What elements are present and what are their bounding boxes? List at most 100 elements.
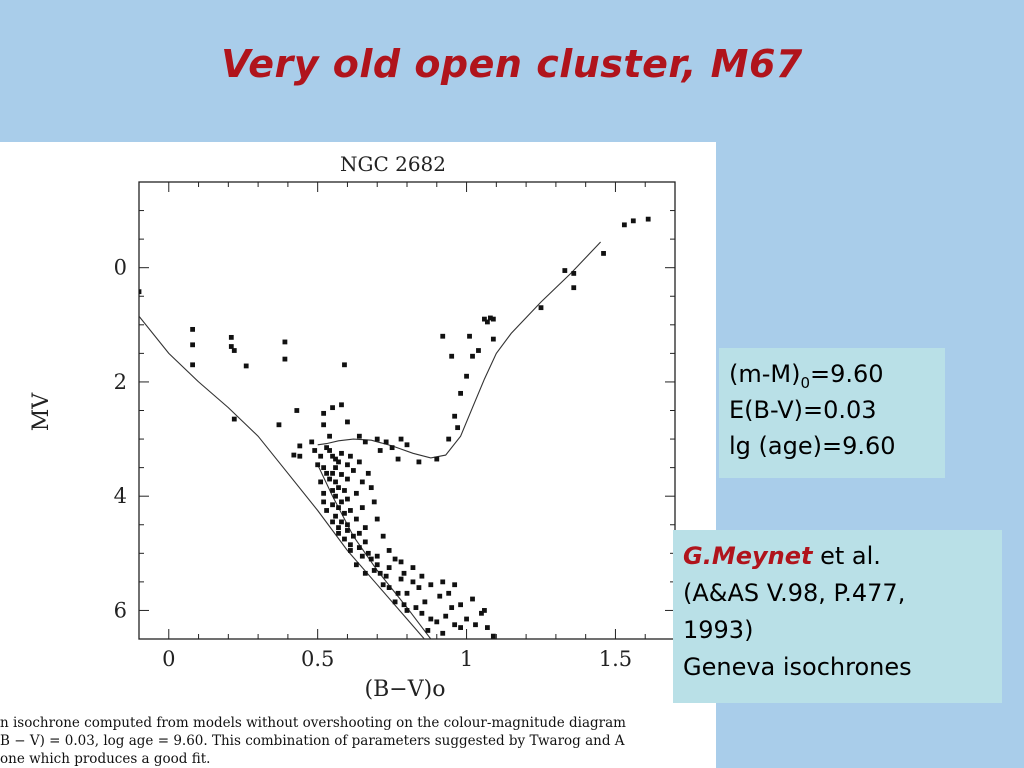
star-point — [321, 422, 327, 428]
star-point — [392, 599, 398, 605]
star-point — [345, 528, 350, 533]
star-point — [428, 616, 434, 622]
star-point — [228, 334, 234, 340]
star-point — [327, 433, 332, 439]
isochrone-group — [139, 241, 601, 639]
star-point — [362, 439, 368, 445]
star-point — [330, 519, 335, 525]
star-point — [538, 305, 544, 311]
star-point — [324, 508, 329, 513]
star-point — [449, 605, 455, 610]
x-axis-label-text: (B−V)o — [365, 677, 446, 702]
star-point — [470, 596, 475, 602]
star-point — [190, 342, 195, 348]
star-point — [312, 448, 318, 453]
star-point — [621, 222, 627, 228]
star-point — [383, 439, 389, 445]
star-point — [342, 510, 347, 516]
star-point — [336, 525, 341, 531]
star-point — [353, 516, 359, 522]
star-point — [339, 450, 344, 456]
star-point — [291, 452, 297, 458]
star-point — [339, 402, 344, 408]
star-point — [467, 333, 472, 339]
y-tick-label: 2 — [114, 370, 127, 394]
star-point — [330, 405, 335, 411]
star-point — [318, 479, 324, 485]
star-point — [377, 570, 383, 576]
y-axis-label-text: MV — [29, 392, 54, 432]
star-point — [345, 496, 350, 502]
star-point — [380, 533, 386, 539]
x-tick-label: 0.5 — [301, 647, 334, 671]
star-point — [487, 315, 493, 321]
star-point — [359, 479, 365, 485]
star-point — [333, 513, 338, 519]
star-point — [374, 516, 380, 522]
star-point — [473, 622, 478, 628]
star-group — [139, 216, 651, 639]
caption-line: B − V) = 0.03, log age = 9.60. This comb… — [0, 733, 625, 749]
star-point — [401, 570, 407, 576]
slide-title: Very old open cluster, M67 — [221, 42, 803, 86]
star-point — [458, 390, 463, 396]
star-point — [336, 530, 341, 536]
star-point — [398, 436, 404, 442]
star-point — [458, 625, 463, 630]
star-point — [464, 616, 469, 622]
star-point — [348, 542, 353, 548]
x-axis-label: (B−V)o — [365, 677, 446, 702]
figure-caption: n isochrone computed from models without… — [0, 714, 716, 768]
star-point — [452, 413, 458, 419]
star-point — [398, 559, 404, 565]
star-point — [324, 470, 329, 476]
star-point — [282, 356, 288, 362]
star-point — [645, 216, 651, 222]
star-point — [404, 608, 410, 613]
star-point — [449, 353, 455, 359]
reference-authors: G.Meynet et al. — [683, 538, 992, 575]
star-point — [333, 493, 338, 499]
star-point — [243, 363, 249, 369]
star-point — [490, 336, 496, 342]
distance-modulus-subscript: 0 — [800, 373, 811, 392]
distance-modulus: (m-M)0=9.60 — [729, 356, 935, 392]
star-point — [482, 316, 487, 322]
star-point — [395, 456, 401, 462]
star-point — [386, 585, 392, 590]
star-point — [434, 619, 440, 625]
star-point — [333, 456, 338, 462]
star-point — [321, 490, 327, 496]
color-magnitude-diagram: NGC 2682 0 0.5 1 1.5 0 2 4 6 (B−V)o MV — [29, 152, 676, 702]
star-point — [342, 488, 347, 493]
reference-author-suffix: et al. — [812, 542, 881, 570]
star-point — [330, 453, 335, 459]
star-point — [425, 628, 431, 633]
star-point — [276, 422, 282, 428]
star-point — [437, 593, 443, 599]
star-point — [348, 508, 353, 513]
star-point — [374, 562, 380, 568]
reference-author: G.Meynet — [683, 542, 813, 570]
star-point — [434, 456, 440, 462]
star-point — [362, 539, 368, 545]
star-point — [386, 548, 392, 553]
star-point — [374, 553, 380, 559]
isochrone-turnoff-branch-line — [317, 241, 601, 459]
caption-line: n isochrone computed from models without… — [0, 715, 626, 731]
star-point — [339, 519, 344, 525]
chart-title: NGC 2682 — [340, 152, 446, 176]
star-point — [309, 439, 315, 445]
star-point — [630, 218, 636, 224]
star-point — [458, 602, 463, 608]
star-point — [401, 602, 407, 608]
x-tick-label: 0 — [162, 647, 175, 671]
star-point — [321, 465, 327, 471]
star-point — [404, 442, 410, 448]
star-point — [362, 525, 368, 531]
distance-modulus-value: =9.60 — [810, 360, 884, 388]
star-point — [389, 445, 395, 451]
star-point — [419, 573, 425, 579]
star-point — [339, 499, 344, 505]
star-point — [482, 608, 487, 613]
